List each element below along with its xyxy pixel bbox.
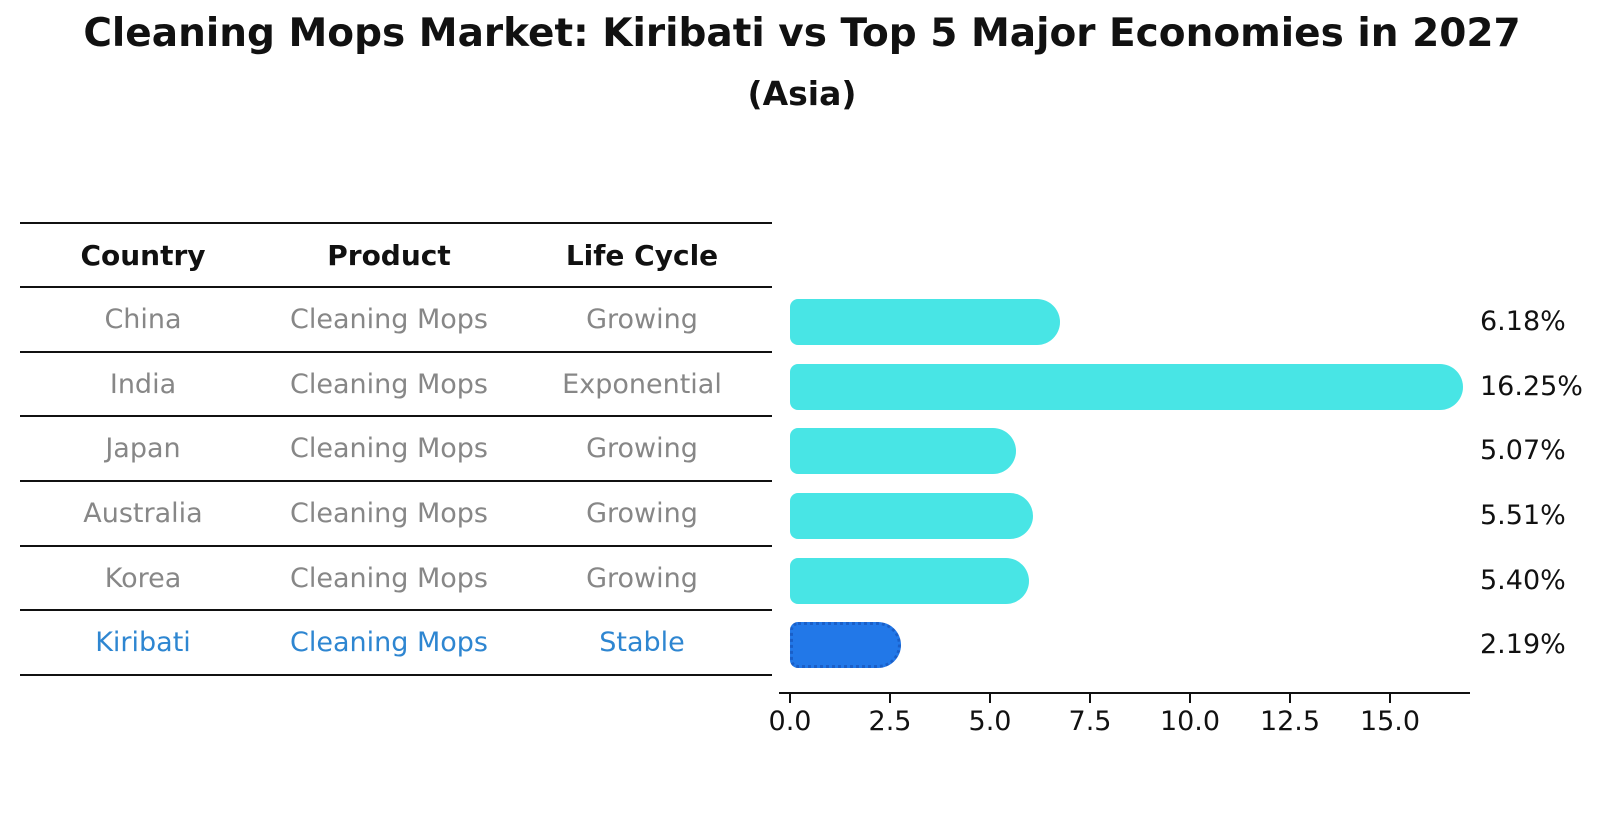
bar-value-label-india: 16.25%: [1480, 370, 1583, 402]
table-header-product: Product: [327, 238, 451, 272]
bar-china: [790, 299, 1061, 345]
table-cell-life-cycle: Growing: [586, 562, 698, 594]
x-axis-tick-label: 15.0: [1359, 706, 1421, 737]
x-axis-tick-label: 12.5: [1259, 706, 1321, 737]
bar-india: [790, 363, 1463, 410]
bar-japan: [790, 428, 1016, 475]
table-row-japan: Japan Cleaning Mops Growing: [20, 417, 772, 483]
table-row-china: China Cleaning Mops Growing: [20, 288, 772, 353]
x-axis-tick: [888, 694, 892, 703]
table-row-korea: Korea Cleaning Mops Growing: [20, 547, 772, 612]
x-axis-tick: [1388, 694, 1392, 703]
bar-value-label-china: 6.18%: [1480, 306, 1566, 337]
table-cell-country: India: [109, 368, 177, 400]
table-cell-life-cycle: Exponential: [562, 368, 722, 400]
table-cell-product: Cleaning Mops: [290, 627, 488, 659]
x-axis-line: [779, 691, 1470, 694]
x-axis-tick: [788, 694, 792, 703]
bar-value-label-kiribati: 2.19%: [1480, 629, 1566, 661]
table-header-life-cycle: Life Cycle: [565, 238, 719, 272]
table-body: China Cleaning Mops Growing India Cleaning M…: [20, 288, 772, 677]
chart-subtitle: (Asia): [747, 74, 857, 113]
table-cell-country: Japan: [105, 433, 181, 465]
table-row-kiribati: Kiribati Cleaning Mops Stable: [20, 611, 772, 677]
table-cell-product: Cleaning Mops: [290, 303, 488, 335]
table-cell-product: Cleaning Mops: [290, 368, 488, 400]
table-row-india: India Cleaning Mops Exponential: [20, 353, 772, 418]
x-axis-tick: [988, 694, 992, 703]
table-cell-country: Kiribati: [95, 627, 191, 659]
table-cell-life-cycle: Growing: [586, 433, 698, 465]
comparison-table: Country Product Life Cycle China Cleaning…: [20, 222, 772, 677]
x-axis-tick-label: 7.5: [1068, 706, 1112, 737]
table-cell-product: Cleaning Mops: [290, 497, 488, 529]
table-cell-product: Cleaning Mops: [290, 562, 488, 594]
table-cell-country: Australia: [83, 497, 203, 529]
table-header-country: Country: [80, 238, 206, 272]
x-axis-tick-label: 0.0: [768, 706, 812, 737]
bar-value-label-korea: 5.40%: [1480, 564, 1566, 596]
table-cell-life-cycle: Growing: [586, 303, 698, 335]
table-cell-country: China: [104, 303, 182, 335]
chart-title: Cleaning Mops Market: Kiribati vs Top 5 …: [83, 11, 1521, 56]
table-cell-country: Korea: [104, 562, 182, 594]
x-axis-tick: [1088, 694, 1092, 703]
table-header-row: Country Product Life Cycle: [20, 222, 772, 288]
x-axis-tick-label: 2.5: [868, 706, 912, 737]
bar-value-label-australia: 5.51%: [1480, 500, 1566, 531]
x-axis-tick: [1288, 694, 1292, 703]
x-axis-tick-label: 10.0: [1159, 706, 1221, 737]
table-cell-life-cycle: Growing: [586, 497, 698, 529]
table-cell-product: Cleaning Mops: [290, 433, 488, 465]
x-axis-tick-label: 5.0: [968, 706, 1012, 737]
x-axis-tick: [1188, 694, 1192, 703]
bar-australia: [790, 493, 1034, 539]
table-cell-life-cycle: Stable: [599, 627, 685, 659]
bar-kiribati: [790, 622, 901, 669]
bar-value-label-japan: 5.07%: [1480, 435, 1566, 467]
table-row-australia: Australia Cleaning Mops Growing: [20, 482, 772, 547]
bar-korea: [790, 557, 1029, 604]
